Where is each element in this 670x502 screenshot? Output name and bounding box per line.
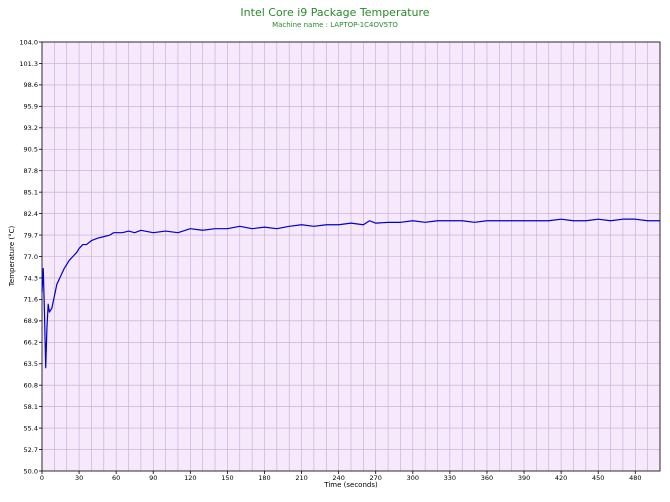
y-tick-label: 58.1 [24,403,38,411]
x-tick-label: 30 [75,474,83,482]
y-tick-label: 68.9 [24,317,38,325]
y-tick-label: 98.6 [24,81,38,89]
grid-lines [41,41,661,472]
y-axis-title: Temperature (°C) [8,226,16,288]
x-tick-label: 420 [555,474,567,482]
x-tick-label: 360 [481,474,493,482]
x-tick-label: 390 [518,474,530,482]
tick-labels: 0 30 60 90 120 150 180 210 240 270 300 330 360 390 420… [19,38,641,482]
y-tick-label: 77.0 [24,253,38,261]
y-tick-label: 52.7 [24,446,38,454]
y-tick-label: 82.4 [24,210,38,218]
y-tick-label: 71.6 [24,296,38,304]
y-tick-label: 66.2 [24,339,38,347]
y-tick-label: 104.0 [19,38,38,46]
x-tick-label: 480 [629,474,641,482]
y-tick-label: 101.3 [19,60,38,68]
x-tick-label: 90 [149,474,157,482]
x-tick-label: 450 [592,474,604,482]
y-tick-label: 87.8 [24,167,38,175]
chart-title: Intel Core i9 Package Temperature [240,6,429,19]
x-tick-label: 330 [444,474,456,482]
x-tick-label: 270 [370,474,382,482]
y-tick-label: 95.9 [24,103,38,111]
x-tick-label: 120 [184,474,196,482]
x-tick-label: 180 [258,474,270,482]
chart-subtitle: Machine name : LAPTOP-1C4OV5TO [272,21,398,29]
y-tick-label: 50.0 [24,467,38,475]
y-tick-label: 90.5 [24,146,38,154]
x-tick-label: 60 [112,474,120,482]
series-layer [41,218,660,369]
x-tick-label: 240 [332,474,344,482]
x-tick-label: 210 [295,474,307,482]
y-tick-label: 60.8 [24,382,38,390]
x-axis-title: Time (seconds) [323,481,378,489]
y-tick-label: 63.5 [24,360,38,368]
x-tick-label: 300 [407,474,419,482]
y-tick-label: 74.3 [24,274,38,282]
y-tick-label: 79.7 [24,231,38,239]
x-tick-label: 150 [221,474,233,482]
y-tick-label: 85.1 [24,188,38,196]
series-line [41,218,660,369]
y-tick-label: 55.4 [24,424,38,432]
axes [39,41,661,474]
x-tick-label: 0 [40,474,44,482]
y-tick-label: 93.2 [24,124,38,132]
